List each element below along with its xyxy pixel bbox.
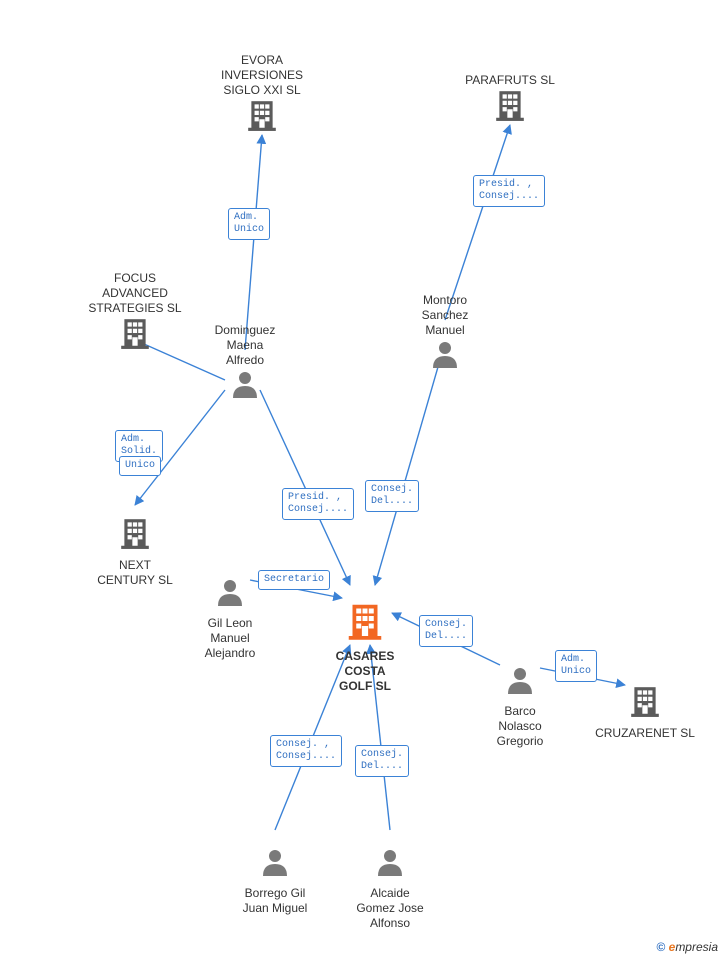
node-casares[interactable]: CASARES COSTA GOLF SL — [310, 601, 420, 694]
node-cruzar[interactable]: CRUZARENET SL — [590, 684, 700, 741]
node-borrego[interactable]: Borrego Gil Juan Miguel — [220, 846, 330, 916]
node-evora[interactable]: EVORA INVERSIONES SIGLO XXI SL — [207, 49, 317, 136]
node-label: Montoro Sanchez Manuel — [390, 293, 500, 338]
edge-label-barco-casares: Consej. Del.... — [419, 615, 473, 647]
edge-label-montoro-casares: Consej. Del.... — [365, 480, 419, 512]
edge-label-gilleon-casares: Secretario — [258, 570, 330, 590]
node-label: FOCUS ADVANCED STRATEGIES SL — [80, 271, 190, 316]
edge-label-dominguez-casares: Presid. , Consej.... — [282, 488, 354, 520]
copyright-symbol: © — [656, 940, 665, 954]
edge-label-dominguez-evora: Adm. Unico — [228, 208, 270, 240]
edge-label-dominguez-focus-b: Unico — [119, 456, 161, 476]
node-focus[interactable]: FOCUS ADVANCED STRATEGIES SL — [80, 267, 190, 354]
edge-dominguez-evora — [245, 135, 262, 350]
node-nextcent[interactable]: NEXT CENTURY SL — [80, 516, 190, 588]
node-montoro[interactable]: Montoro Sanchez Manuel — [390, 289, 500, 374]
node-label: Gil Leon Manuel Alejandro — [175, 616, 285, 661]
node-alcaide[interactable]: Alcaide Gomez Jose Alfonso — [335, 846, 445, 931]
node-parafruts[interactable]: PARAFRUTS SL — [455, 69, 565, 126]
node-label: CASARES COSTA GOLF SL — [310, 649, 420, 694]
node-label: PARAFRUTS SL — [455, 73, 565, 88]
node-label: Barco Nolasco Gregorio — [465, 704, 575, 749]
node-label: Dominguez Maena Alfredo — [190, 323, 300, 368]
node-label: CRUZARENET SL — [590, 726, 700, 741]
edge-montoro-casares — [375, 360, 440, 585]
edge-label-montoro-parafruts: Presid. , Consej.... — [473, 175, 545, 207]
footer-credit: © empresia — [656, 940, 718, 954]
node-label: Borrego Gil Juan Miguel — [220, 886, 330, 916]
node-dominguez[interactable]: Dominguez Maena Alfredo — [190, 319, 300, 404]
edges-layer — [0, 0, 728, 960]
node-label: NEXT CENTURY SL — [80, 558, 190, 588]
edge-label-alcaide-casares: Consej. Del.... — [355, 745, 409, 777]
brand: empresia — [669, 940, 718, 954]
node-label: EVORA INVERSIONES SIGLO XXI SL — [207, 53, 317, 98]
node-label: Alcaide Gomez Jose Alfonso — [335, 886, 445, 931]
diagram-canvas: EVORA INVERSIONES SIGLO XXI SL PARAFRUTS… — [0, 0, 728, 960]
edge-label-borrego-casares: Consej. , Consej.... — [270, 735, 342, 767]
edge-label-barco-cruzar: Adm. Unico — [555, 650, 597, 682]
